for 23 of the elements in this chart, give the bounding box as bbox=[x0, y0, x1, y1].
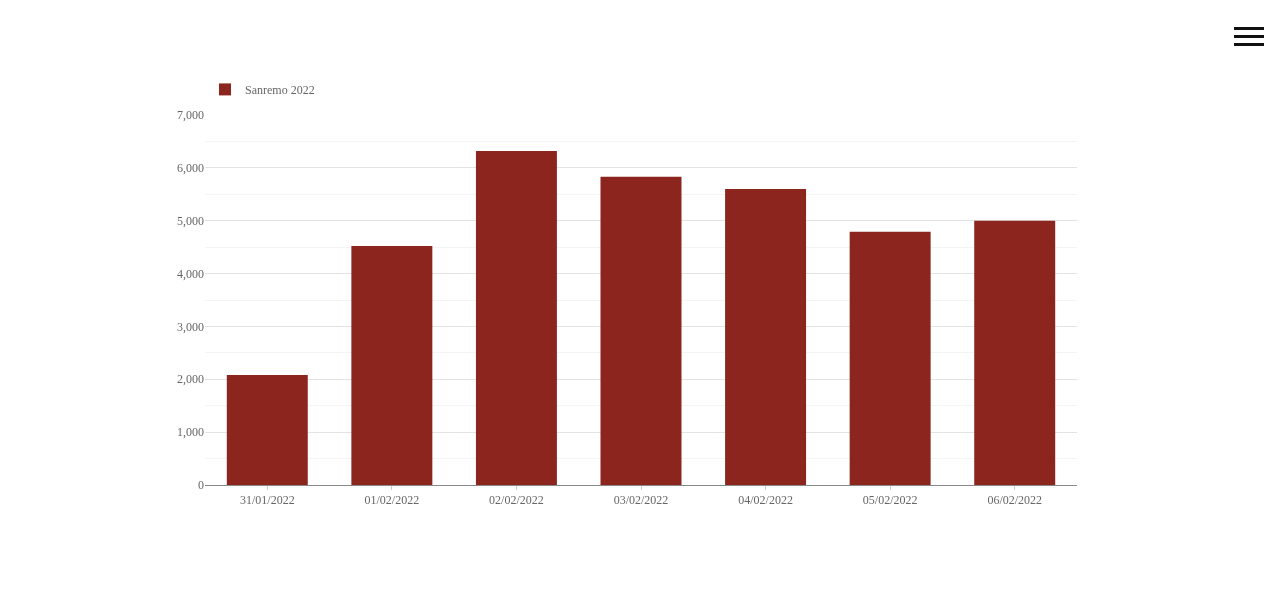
x-tick-label: 03/02/2022 bbox=[613, 493, 669, 508]
y-tick-label: 6,000 bbox=[177, 161, 204, 176]
bar bbox=[849, 231, 931, 485]
y-tick-label: 7,000 bbox=[177, 108, 204, 123]
y-tick-label: 4,000 bbox=[177, 266, 204, 281]
bar bbox=[725, 189, 807, 485]
y-tick-label: 3,000 bbox=[177, 319, 204, 334]
x-tick-label: 31/01/2022 bbox=[239, 493, 295, 508]
y-tick-label: 1,000 bbox=[177, 425, 204, 440]
x-tick-label: 06/02/2022 bbox=[987, 493, 1043, 508]
x-tick-label: 01/02/2022 bbox=[364, 493, 420, 508]
bar bbox=[475, 150, 557, 485]
y-tick-label: 2,000 bbox=[177, 372, 204, 387]
bar bbox=[351, 246, 433, 485]
y-tick-label: 5,000 bbox=[177, 213, 204, 228]
x-tick-label: 04/02/2022 bbox=[738, 493, 793, 508]
y-tick-label: 0 bbox=[198, 478, 204, 493]
legend-label: Sanremo 2022 bbox=[245, 83, 315, 98]
x-tick-label: 05/02/2022 bbox=[862, 493, 918, 508]
bar bbox=[226, 375, 308, 485]
bar bbox=[974, 220, 1056, 485]
x-tick-label: 02/02/2022 bbox=[489, 493, 544, 508]
bar bbox=[600, 176, 682, 485]
